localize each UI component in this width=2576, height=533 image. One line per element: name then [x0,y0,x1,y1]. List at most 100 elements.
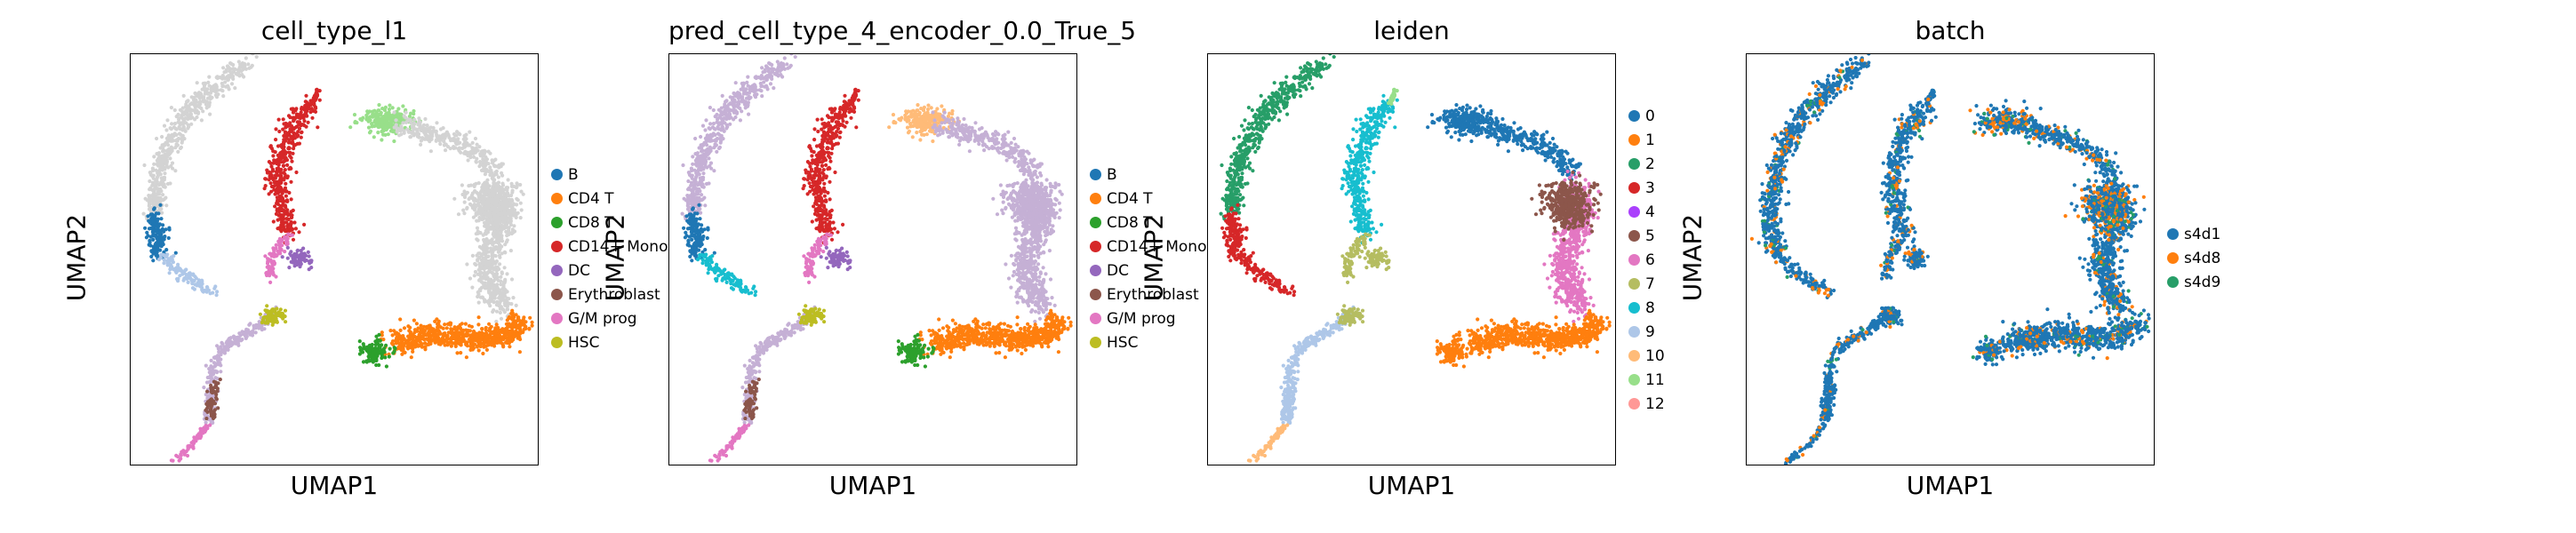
data-point [194,439,198,443]
panel-pred-cell-type: pred_cell_type_4_encoder_0.0_True_5 UMAP… [601,0,1220,533]
data-point [767,67,772,71]
data-point [353,119,357,124]
data-point [227,74,231,78]
legend-marker [551,216,563,228]
data-point [178,146,183,151]
data-point [724,280,729,284]
data-point [764,64,769,68]
data-point [712,251,716,255]
cluster-topBranch [680,54,797,223]
data-point [420,336,426,340]
data-point [412,318,416,322]
data-point [163,235,167,239]
data-point [416,326,420,330]
data-point [720,126,724,131]
data-point [491,266,496,270]
data-point [284,125,288,130]
data-point [719,106,724,110]
data-point [303,99,308,104]
data-point [156,243,160,247]
data-point [286,232,291,236]
data-point [500,224,504,228]
data-point [498,334,502,338]
data-point [697,203,701,207]
data-point [512,334,516,339]
data-point [171,458,175,463]
data-point [176,120,180,124]
data-point [483,338,487,343]
data-point [168,181,172,186]
data-point [490,175,495,180]
data-point [482,274,486,279]
data-point [250,331,254,337]
data-point [275,187,279,191]
data-point [284,241,289,245]
legend-marker [551,264,563,276]
data-point [294,170,299,175]
data-point [494,309,500,314]
data-point [366,119,371,123]
data-point [207,370,212,375]
plot-area [668,53,1077,465]
data-point [200,87,204,91]
data-point [148,238,152,243]
data-point [301,106,306,110]
data-point [275,195,279,200]
data-point [150,212,155,217]
data-point [285,245,290,250]
data-point [191,446,196,450]
data-point [279,153,284,157]
cluster-rightTop [392,110,505,182]
data-point [291,151,295,155]
data-point [484,262,489,266]
data-point [160,240,164,244]
data-point [218,378,222,382]
data-point [233,86,237,91]
data-point [484,347,489,352]
data-point [262,187,267,191]
cluster-mono [262,93,322,245]
data-point [278,185,283,189]
data-point [271,273,276,277]
data-point [465,340,469,345]
legend-item: B [551,163,668,187]
cluster-upperLeft [143,203,178,263]
data-point [486,341,491,346]
data-point [710,254,715,259]
data-point [156,151,161,155]
data-point [400,127,404,131]
data-point [682,196,686,201]
data-point [443,322,447,327]
data-point [715,149,719,154]
data-point [315,87,319,91]
data-point [388,103,392,107]
data-point [415,134,420,139]
data-point [161,147,165,151]
data-point [172,125,176,130]
data-point [398,328,403,332]
data-point [488,169,492,174]
data-point [745,80,749,84]
data-point [214,293,219,298]
data-point [386,114,390,118]
data-point [694,192,699,196]
data-point [219,88,223,92]
data-point [425,123,429,128]
data-point [703,203,708,208]
data-point [438,142,443,147]
data-point [756,76,761,80]
data-point [271,219,276,224]
data-point [475,253,479,258]
cluster-hsc [258,304,288,327]
data-point [492,336,496,341]
data-point [285,174,290,179]
data-point [498,201,502,206]
data-point [289,179,293,184]
data-point [215,386,220,391]
data-point [276,251,282,256]
data-point [441,126,445,131]
data-point [488,332,492,337]
data-point [703,164,708,169]
data-point [399,112,404,117]
data-point [162,123,167,128]
